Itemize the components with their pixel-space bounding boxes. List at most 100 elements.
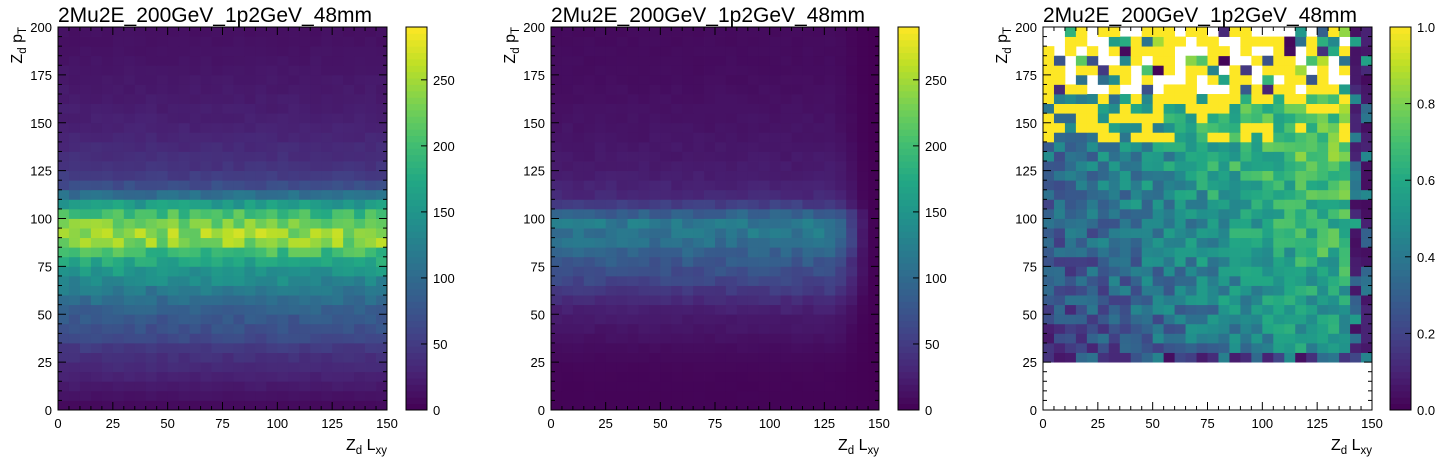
heatmap-cell	[561, 113, 574, 124]
heatmap-cell	[134, 371, 147, 382]
heatmap-cell	[112, 84, 125, 95]
heatmap-cell	[572, 371, 585, 382]
heatmap-cell	[321, 323, 333, 334]
heatmap-cell	[1284, 189, 1296, 200]
heatmap-cell	[178, 256, 190, 267]
heatmap-cell	[112, 161, 125, 172]
heatmap-cell	[1218, 342, 1230, 353]
heatmap-cell	[58, 84, 70, 95]
heatmap-cell	[112, 74, 125, 85]
heatmap-cell	[178, 266, 190, 277]
heatmap-cell	[310, 285, 322, 296]
heatmap-cell	[649, 323, 661, 334]
heatmap-cell	[846, 333, 858, 344]
heatmap-cell	[813, 400, 825, 411]
heatmap-cell	[1350, 132, 1362, 143]
heatmap-cell	[583, 46, 596, 57]
heatmap-cell	[365, 55, 377, 66]
heatmap-cell	[1306, 323, 1318, 334]
heatmap-cell	[1207, 36, 1219, 47]
heatmap-cell	[277, 342, 289, 353]
heatmap-cell	[244, 94, 256, 104]
heatmap-cell	[222, 208, 234, 219]
heatmap-cell	[1229, 228, 1241, 239]
heatmap-cell	[189, 333, 201, 344]
heatmap-cell	[1097, 199, 1110, 210]
heatmap-cell	[747, 199, 760, 210]
heatmap-cell	[1350, 218, 1362, 229]
heatmap-cell	[1229, 84, 1241, 95]
heatmap-cell	[1207, 103, 1219, 114]
heatmap-cell	[1196, 342, 1208, 353]
heatmap-cell	[1163, 314, 1175, 325]
heatmap-cell	[1108, 352, 1121, 363]
heatmap-cell	[365, 342, 377, 353]
heatmap-cell	[660, 208, 672, 219]
heatmap-cell	[791, 323, 803, 334]
heatmap-cell	[1119, 218, 1132, 229]
heatmap-cell	[1108, 161, 1121, 172]
heatmap-cell	[660, 151, 672, 162]
heatmap-cell	[846, 94, 858, 104]
colorbar-segment	[898, 295, 919, 302]
heatmap-cell	[310, 122, 322, 133]
heatmap-cell	[1295, 237, 1307, 248]
heatmap-cell	[1251, 151, 1263, 162]
y-tick-label: 175	[1015, 68, 1037, 83]
heatmap-cell	[780, 74, 792, 85]
heatmap-cell	[1317, 218, 1329, 229]
colorbar-segment	[1390, 205, 1411, 213]
heatmap-cell	[780, 199, 792, 210]
heatmap-cell	[791, 266, 803, 277]
heatmap-cell	[725, 247, 738, 258]
y-axis-label-part: T	[510, 27, 522, 34]
heatmap-cell	[747, 27, 760, 37]
heatmap-cell	[594, 218, 607, 229]
heatmap-cell	[310, 381, 322, 392]
heatmap-cell	[365, 141, 377, 152]
heatmap-cell	[835, 27, 847, 37]
heatmap-cell	[145, 342, 158, 353]
heatmap-cell	[1218, 237, 1230, 248]
heatmap-cell	[101, 381, 114, 392]
heatmap-cell	[660, 113, 672, 124]
heatmap-cell	[747, 74, 760, 85]
heatmap-cell	[1306, 189, 1318, 200]
heatmap-cell	[627, 314, 639, 325]
heatmap-cell	[1207, 65, 1219, 76]
heatmap-cell	[167, 199, 180, 210]
heatmap-cell	[134, 275, 147, 286]
heatmap-cell	[594, 94, 607, 104]
heatmap-cell	[68, 180, 81, 191]
heatmap-cell	[605, 189, 617, 200]
heatmap-cell	[1251, 228, 1263, 239]
heatmap-cell	[1251, 323, 1263, 334]
heatmap-cell	[736, 113, 749, 124]
heatmap-cell	[1361, 151, 1373, 162]
heatmap-cell	[1141, 46, 1154, 57]
colorbar-segment	[1390, 378, 1411, 385]
heatmap-cell	[791, 46, 803, 57]
heatmap-cell	[288, 323, 300, 334]
heatmap-cell	[627, 333, 639, 344]
heatmap-cell	[682, 74, 694, 85]
heatmap-cell	[605, 342, 617, 353]
heatmap-cell	[1108, 295, 1121, 306]
heatmap-cell	[1119, 285, 1132, 296]
heatmap-cell	[332, 180, 344, 191]
heatmap-cell	[725, 333, 738, 344]
heatmap-cell	[780, 170, 792, 181]
heatmap-cell	[1262, 228, 1274, 239]
heatmap-cell	[561, 180, 574, 191]
heatmap-cell	[1306, 228, 1318, 239]
heatmap-cell	[1053, 275, 1066, 286]
heatmap-cell	[1141, 74, 1154, 85]
heatmap-cell	[266, 141, 278, 152]
heatmap-cell	[1295, 218, 1307, 229]
heatmap-cell	[1043, 122, 1055, 133]
heatmap-cell	[167, 390, 180, 401]
heatmap-cell	[758, 295, 771, 306]
heatmap-cell	[79, 342, 92, 353]
heatmap-cell	[1119, 323, 1132, 334]
heatmap-cell	[791, 199, 803, 210]
